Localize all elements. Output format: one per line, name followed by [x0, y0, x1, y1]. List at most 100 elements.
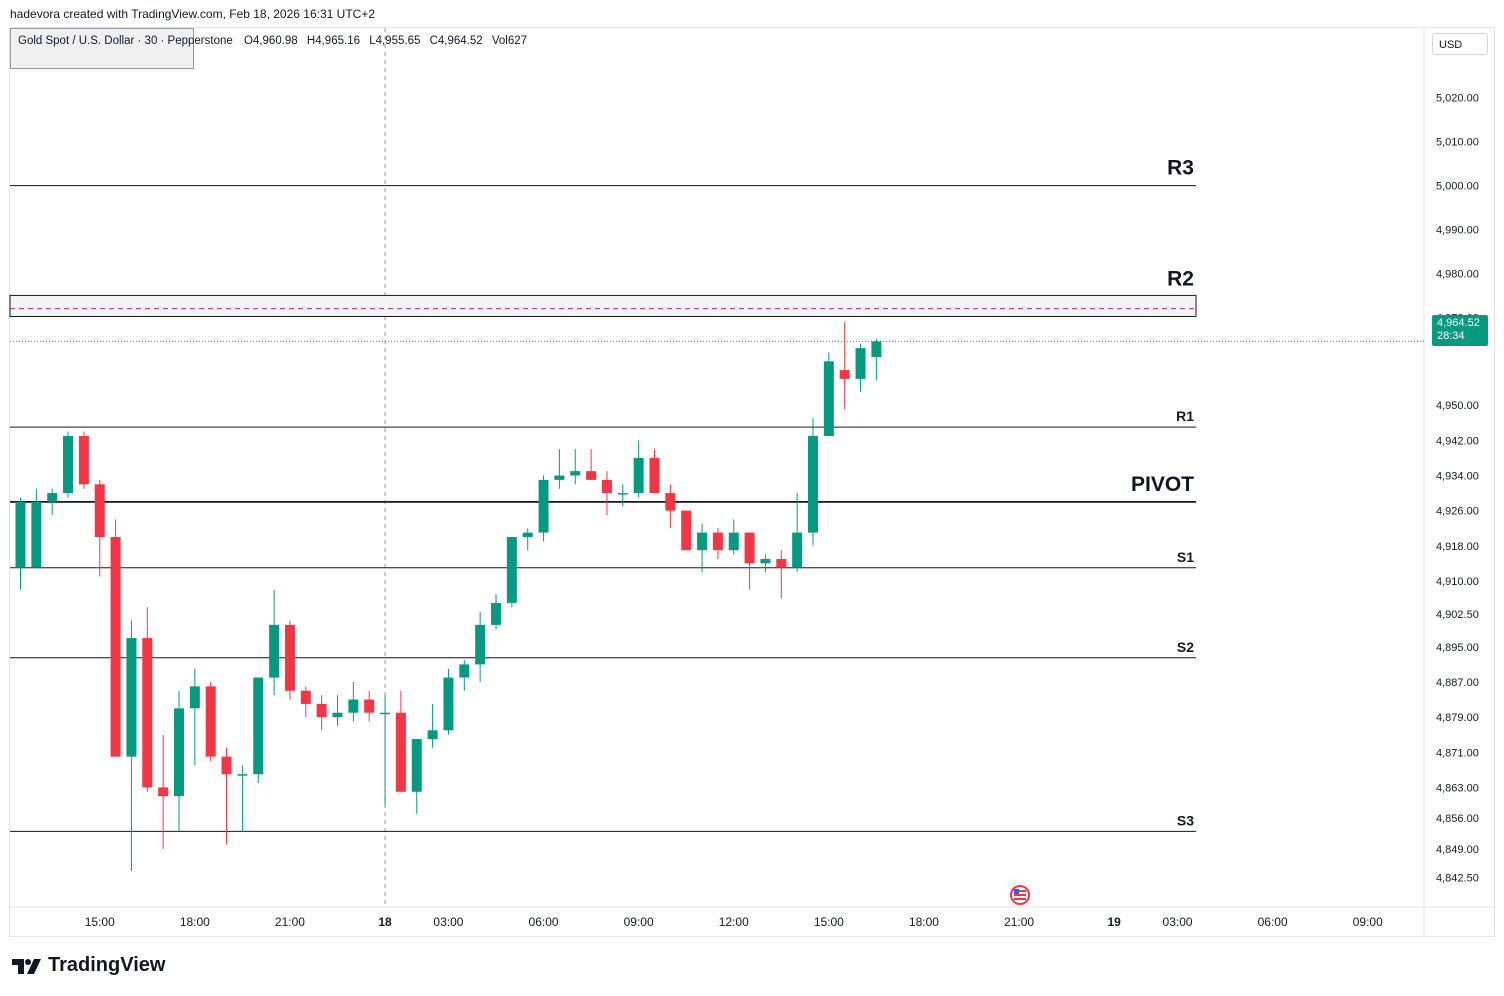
volume-value: 627	[507, 35, 528, 47]
price-tick-label: 4,895.00	[1436, 642, 1479, 654]
time-tick-label: 15:00	[85, 915, 115, 929]
level-label-r3: R3	[1167, 157, 1194, 180]
high-value: 4,965.16	[315, 35, 360, 47]
candle-body	[665, 493, 676, 511]
level-label-r2: R2	[1167, 267, 1194, 290]
price-tick-label: 4,902.50	[1436, 609, 1479, 621]
candle-body	[94, 484, 105, 537]
candle-body	[126, 638, 137, 757]
price-tick-label: 4,918.00	[1436, 541, 1479, 553]
candle-body	[332, 712, 343, 718]
high-label: H	[306, 35, 316, 47]
level-label-s3: S3	[1177, 812, 1194, 828]
candle-body	[364, 699, 375, 713]
volume-label: Vol	[491, 35, 508, 47]
candle-body	[855, 348, 866, 379]
price-tick-label: 4,926.00	[1436, 506, 1479, 518]
symbol-name[interactable]: Gold Spot / U.S. Dollar · 30 · Peppersto…	[18, 35, 233, 47]
time-tick-label: 18:00	[180, 915, 210, 929]
candle-body	[681, 510, 692, 551]
candle-body	[189, 686, 200, 709]
price-tick-label: 4,980.00	[1436, 268, 1479, 280]
candle-body	[554, 475, 565, 480]
candle-body	[871, 341, 882, 357]
candle-body	[491, 602, 501, 625]
candle-body	[300, 690, 311, 704]
flag-stripe	[1014, 894, 1026, 896]
currency-selector[interactable]: USD	[1432, 33, 1488, 55]
candle-body	[63, 435, 74, 494]
price-tick-label: 4,871.00	[1436, 747, 1479, 759]
price-tick-label: 4,879.00	[1436, 712, 1479, 724]
price-tick-label: 4,856.00	[1436, 813, 1479, 825]
legend-box	[10, 28, 194, 69]
candle-body	[570, 471, 581, 476]
price-tick-label: 4,849.00	[1436, 844, 1479, 856]
last-price-value: 4,964.52	[1437, 317, 1480, 329]
level-label-pivot: PIVOT	[1131, 473, 1194, 496]
time-tick-label: 12:00	[719, 915, 749, 929]
time-tick-label: 18	[378, 915, 392, 929]
candle-body	[15, 501, 26, 568]
symbol-legend[interactable]: Gold Spot / U.S. Dollar · 30 · Peppersto…	[18, 35, 533, 47]
candle-body	[253, 677, 264, 775]
candle-body	[284, 624, 295, 691]
candle-body	[601, 479, 612, 494]
price-tick-label: 4,990.00	[1436, 225, 1479, 237]
time-tick-label: 19	[1107, 915, 1121, 929]
candle-body	[427, 730, 438, 740]
tradingview-logo-text: TradingView	[48, 954, 166, 976]
chart-frame[interactable]	[9, 27, 1495, 937]
candle-body	[776, 558, 787, 568]
candle-body	[269, 624, 280, 678]
candle-body	[475, 624, 486, 665]
candle-body	[142, 638, 153, 788]
time-tick-label: 06:00	[529, 915, 559, 929]
close-value: 4,964.52	[437, 35, 483, 47]
candle-body	[348, 699, 359, 713]
time-tick-label: 09:00	[1353, 915, 1383, 929]
candle-body	[506, 537, 517, 603]
time-tick-label: 21:00	[1004, 915, 1034, 929]
candle-body	[31, 501, 42, 568]
candle-body	[697, 532, 708, 551]
candle-body	[78, 435, 89, 485]
tradingview-logo[interactable]: TradingView	[12, 954, 165, 977]
candle-body	[443, 677, 454, 731]
candle-body	[459, 664, 470, 678]
last-price-badge: 4,964.52 28:34	[1432, 315, 1488, 346]
candle-body	[586, 471, 597, 480]
candle-body	[633, 457, 644, 494]
candle-body	[205, 686, 216, 757]
candle-body	[395, 712, 406, 792]
low-value: 4,955.65	[375, 35, 421, 47]
time-tick-label: 03:00	[433, 915, 463, 929]
candle-body	[712, 532, 723, 551]
candle-body	[823, 361, 834, 436]
price-tick-label: 4,950.00	[1436, 400, 1479, 412]
candle-body	[808, 435, 818, 533]
time-tick-label: 18:00	[909, 915, 939, 929]
price-tick-label: 4,934.00	[1436, 471, 1479, 483]
tradingview-logo-icon	[12, 958, 41, 974]
price-tick-label: 5,010.00	[1436, 137, 1479, 149]
time-tick-label: 03:00	[1163, 915, 1193, 929]
flag-stripe	[1014, 898, 1026, 900]
level-label-r1: R1	[1176, 408, 1194, 424]
time-tick-label: 15:00	[814, 915, 844, 929]
price-tick-label: 5,020.00	[1436, 93, 1479, 105]
candle-body	[237, 774, 248, 776]
candle-body	[221, 756, 232, 775]
candle-body	[538, 479, 549, 533]
candle-body	[411, 739, 422, 792]
price-tick-label: 4,863.00	[1436, 782, 1479, 794]
open-value: 4,960.98	[252, 35, 298, 47]
price-tick-label: 5,000.00	[1436, 181, 1479, 193]
candle-body	[728, 532, 739, 551]
open-label: O	[243, 35, 253, 47]
price-tick-label: 4,942.00	[1436, 435, 1479, 447]
bar-countdown: 28:34	[1437, 330, 1465, 342]
candle-body	[744, 532, 755, 564]
time-tick-label: 21:00	[275, 915, 305, 929]
